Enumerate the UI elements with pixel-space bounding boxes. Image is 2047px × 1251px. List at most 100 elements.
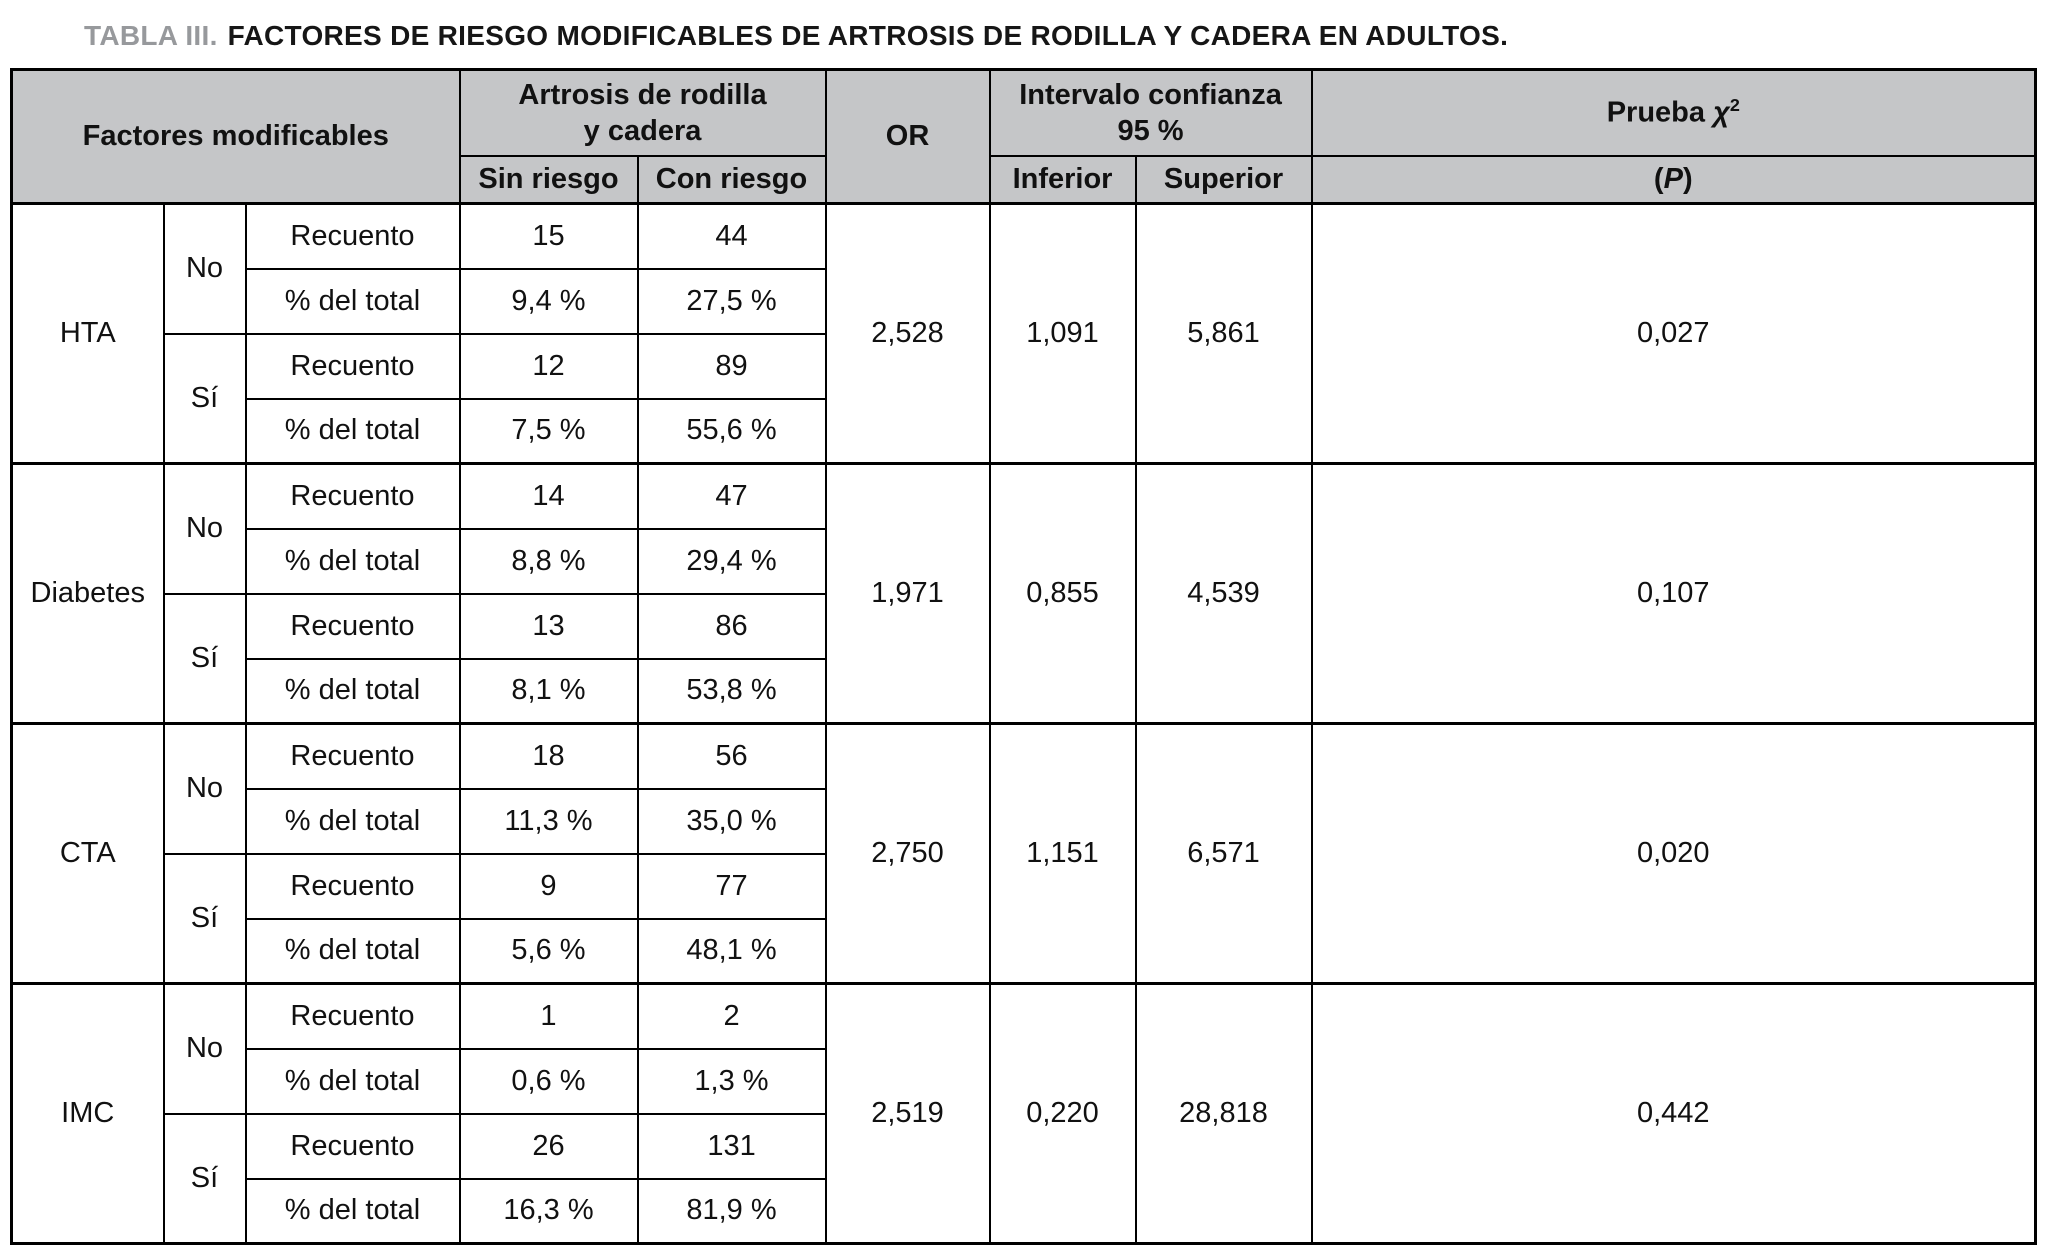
pct-label-cell: % del total [244, 527, 461, 595]
risk-factors-table: Factores modificables Artrosis de rodill… [10, 68, 2037, 1245]
table-row: Diabetes No Recuento 14 47 1,971 0,855 4… [10, 462, 2037, 725]
recuento-label-cell: Recuento [244, 1112, 461, 1180]
header-artrosis-rodilla-cadera: Artrosis de rodilla y cadera [458, 68, 827, 157]
table-title-text: FACTORES DE RIESGO MODIFICABLES DE ARTRO… [227, 20, 1509, 51]
table-row: HTA No Recuento 15 44 2,528 1,091 5,861 … [10, 202, 2037, 465]
table-row: % del total 8,8 % 29,4 % [12, 527, 2036, 595]
table-row: Sí Recuento 26 131 [12, 1112, 2036, 1245]
si-label-cell: Sí [162, 332, 247, 465]
value-con-riesgo: 56 [636, 722, 827, 790]
header-intervalo-confianza: Intervalo confianza 95 % [988, 68, 1313, 157]
si-label-cell: Sí [162, 1112, 247, 1245]
table-row: % del total 8,1 % 53,8 % [12, 657, 2036, 725]
value-sin-riesgo: 26 [458, 1112, 639, 1180]
no-label-cell: No [162, 202, 247, 335]
value-sin-riesgo: 14 [458, 462, 639, 530]
table-row: Sí Recuento 13 86 [12, 592, 2036, 725]
factor-name-cell: CTA [10, 722, 165, 985]
value-sin-riesgo: 5,6 % [458, 917, 639, 985]
table-row: % del total 0,6 % 1,3 % [12, 1047, 2036, 1115]
value-con-riesgo: 1,3 % [636, 1047, 827, 1115]
pct-label-cell: % del total [244, 657, 461, 725]
header-or: OR [824, 68, 991, 205]
or-value-cell: 2,519 [824, 982, 991, 1245]
table-row: Sí Recuento 9 77 [12, 852, 2036, 985]
p-value-cell: 0,020 [1310, 722, 2037, 985]
table-row: CTA No Recuento 18 56 2,750 1,151 6,571 … [10, 722, 2037, 985]
value-sin-riesgo: 0,6 % [458, 1047, 639, 1115]
or-value-cell: 1,971 [824, 462, 991, 725]
value-con-riesgo: 131 [636, 1112, 827, 1180]
value-con-riesgo: 55,6 % [636, 397, 827, 465]
chi-symbol: χ [1713, 96, 1730, 129]
p-paren-close: ) [1682, 163, 1693, 196]
value-sin-riesgo: 18 [458, 722, 639, 790]
ci-inferior-cell: 1,091 [988, 202, 1137, 465]
header-prueba-chi2: Prueba χ2 [1310, 68, 2037, 157]
factor-group-imc: IMC No Recuento 1 2 2,519 0,220 28,818 0… [10, 982, 2037, 1245]
value-con-riesgo: 81,9 % [636, 1177, 827, 1245]
value-sin-riesgo: 11,3 % [458, 787, 639, 855]
pct-label-cell: % del total [244, 267, 461, 335]
ci-inferior-cell: 0,855 [988, 462, 1137, 725]
table-title: TABLA III. FACTORES DE RIESGO MODIFICABLE… [84, 20, 2037, 52]
table-header: Factores modificables Artrosis de rodill… [10, 68, 2037, 205]
ci-inferior-cell: 1,151 [988, 722, 1137, 985]
chi-exponent: 2 [1729, 95, 1740, 116]
header-row-2: Sin riesgo Con riesgo Inferior Superior … [12, 154, 2037, 205]
value-sin-riesgo: 13 [458, 592, 639, 660]
table-row: % del total 16,3 % 81,9 % [12, 1177, 2036, 1245]
no-label-cell: No [162, 462, 247, 595]
or-value-cell: 2,750 [824, 722, 991, 985]
no-label-cell: No [162, 722, 247, 855]
table-row: % del total 11,3 % 35,0 % [12, 787, 2036, 855]
table-row: IMC No Recuento 1 2 2,519 0,220 28,818 0… [10, 982, 2037, 1245]
ci-inferior-cell: 0,220 [988, 982, 1137, 1245]
value-con-riesgo: 47 [636, 462, 827, 530]
recuento-label-cell: Recuento [244, 592, 461, 660]
value-sin-riesgo: 7,5 % [458, 397, 639, 465]
ci-superior-cell: 6,571 [1134, 722, 1313, 985]
recuento-label-cell: Recuento [244, 332, 461, 400]
recuento-label-cell: Recuento [244, 462, 461, 530]
prueba-label: Prueba [1606, 96, 1714, 129]
header-sin-riesgo: Sin riesgo [458, 154, 639, 205]
value-con-riesgo: 48,1 % [636, 917, 827, 985]
recuento-label-cell: Recuento [244, 982, 461, 1050]
value-con-riesgo: 86 [636, 592, 827, 660]
recuento-label-cell: Recuento [244, 722, 461, 790]
p-value-cell: 0,027 [1310, 202, 2037, 465]
pct-label-cell: % del total [244, 787, 461, 855]
value-sin-riesgo: 9 [458, 852, 639, 920]
value-sin-riesgo: 16,3 % [458, 1177, 639, 1245]
value-sin-riesgo: 8,1 % [458, 657, 639, 725]
value-sin-riesgo: 8,8 % [458, 527, 639, 595]
ci-superior-cell: 5,861 [1134, 202, 1313, 465]
header-factores-modificables: Factores modificables [10, 68, 461, 205]
p-value-cell: 0,442 [1310, 982, 2037, 1245]
value-con-riesgo: 2 [636, 982, 827, 1050]
factor-name-cell: HTA [10, 202, 165, 465]
table-row: Sí Recuento 12 89 [12, 332, 2036, 465]
value-sin-riesgo: 1 [458, 982, 639, 1050]
recuento-label-cell: Recuento [244, 202, 461, 270]
value-con-riesgo: 29,4 % [636, 527, 827, 595]
pct-label-cell: % del total [244, 1047, 461, 1115]
no-label-cell: No [162, 982, 247, 1115]
header-superior: Superior [1134, 154, 1313, 205]
value-con-riesgo: 53,8 % [636, 657, 827, 725]
header-inferior: Inferior [988, 154, 1137, 205]
value-con-riesgo: 44 [636, 202, 827, 270]
header-row-1: Factores modificables Artrosis de rodill… [10, 68, 2037, 205]
table-number-label: TABLA III. [84, 20, 218, 51]
table-row: % del total 5,6 % 48,1 % [12, 917, 2036, 985]
header-p: (P) [1310, 154, 2037, 205]
si-label-cell: Sí [162, 592, 247, 725]
header-con-riesgo: Con riesgo [636, 154, 827, 205]
pct-label-cell: % del total [244, 917, 461, 985]
value-con-riesgo: 77 [636, 852, 827, 920]
p-value-cell: 0,107 [1310, 462, 2037, 725]
ci-superior-cell: 4,539 [1134, 462, 1313, 725]
value-con-riesgo: 89 [636, 332, 827, 400]
factor-group-diabetes: Diabetes No Recuento 14 47 1,971 0,855 4… [10, 462, 2037, 725]
